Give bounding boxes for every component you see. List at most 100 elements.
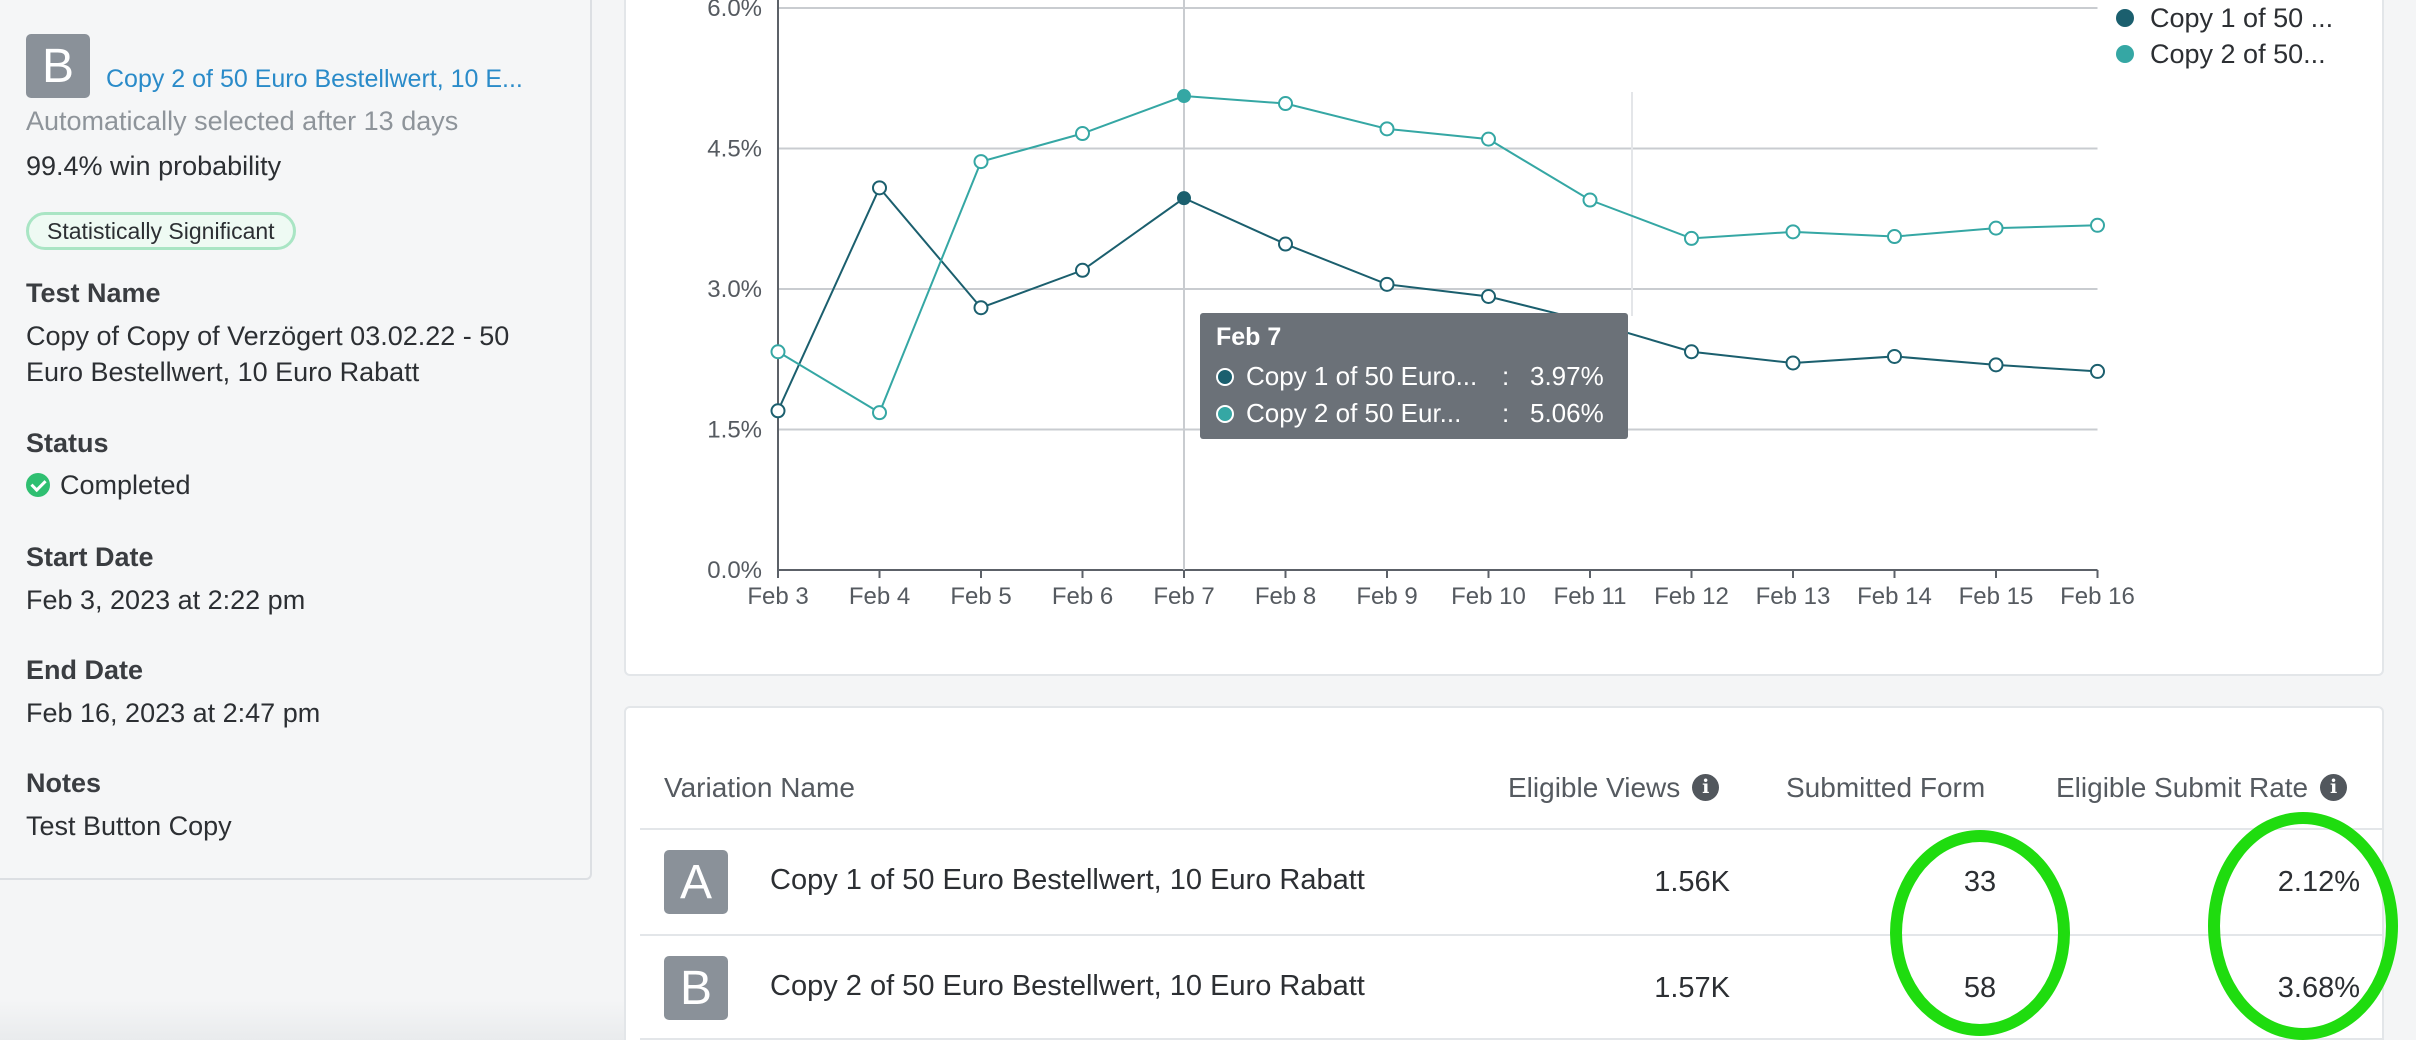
start-date-value: Feb 3, 2023 at 2:22 pm xyxy=(26,585,306,615)
variation-letter-badge: A xyxy=(664,850,728,914)
table-divider xyxy=(640,1038,2384,1040)
test-name-line1: Copy of Copy of Verzögert 03.02.22 - 50 xyxy=(26,321,510,351)
x-tick-label: Feb 3 xyxy=(747,583,808,610)
legend-dot-icon xyxy=(2116,45,2134,63)
conversion-rate-line-chart[interactable]: 0.0% 1.5% 3.0% 4.5% 6.0% Feb 3 Feb 4 Feb 5 Feb 6… xyxy=(0,0,2416,700)
data-point xyxy=(1481,131,1496,147)
data-point xyxy=(1684,344,1699,360)
legend-item-series-2[interactable]: Copy 2 of 50... xyxy=(2116,36,2333,72)
eligible-views-value: 1.56K xyxy=(1654,866,1730,898)
table-row[interactable]: A Copy 1 of 50 Euro Bestellwert, 10 Euro… xyxy=(640,830,2384,934)
variation-letter-badge: B xyxy=(664,956,728,1020)
y-tick-label: 1.5% xyxy=(707,417,762,444)
data-point xyxy=(1582,192,1598,208)
data-point xyxy=(1785,355,1801,371)
header-eligible-views[interactable]: Eligible Views i xyxy=(1508,772,1720,804)
auto-selected-text: Automatically selected after 13 days xyxy=(26,106,459,136)
x-tick-label: Feb 11 xyxy=(1554,583,1627,610)
tooltip-separator: : xyxy=(1502,398,1510,428)
notes-value: Test Button Copy xyxy=(26,811,232,841)
data-point xyxy=(770,403,786,419)
tooltip-title: Feb 7 xyxy=(1216,323,1282,351)
header-eligible-submit-rate[interactable]: Eligible Submit Rate i xyxy=(2056,772,2348,804)
header-eligible-submit-rate-label: Eligible Submit Rate xyxy=(2056,772,2309,803)
tooltip-series-name: Copy 2 of 50 Eur... xyxy=(1246,398,1462,428)
legend-label: Copy 2 of 50... xyxy=(2150,38,2326,69)
tooltip-dot-icon xyxy=(1216,367,1234,386)
y-tick-label: 6.0% xyxy=(707,0,762,22)
y-tick-label: 3.0% xyxy=(707,276,762,303)
header-submitted-form[interactable]: Submitted Form xyxy=(1786,772,1986,803)
data-point xyxy=(872,405,887,421)
x-tick-label: Feb 15 xyxy=(1959,583,2034,610)
variation-details-sidebar xyxy=(0,0,592,880)
x-tick-label: Feb 16 xyxy=(2060,583,2135,610)
chart-tooltip: Feb 7 Copy 1 of 50 Euro... : 3.97% Copy … xyxy=(1200,313,1628,439)
data-point xyxy=(1177,191,1191,206)
variation-name: Copy 2 of 50 Euro Bestellwert, 10 Euro R… xyxy=(770,970,1365,1002)
data-point xyxy=(1379,276,1395,292)
data-point xyxy=(1785,224,1801,240)
legend-label: Copy 1 of 50 ... xyxy=(2150,2,2334,33)
significance-badge: Statistically Significant xyxy=(26,212,296,250)
table-divider xyxy=(640,828,2384,830)
winning-variation-link[interactable]: Copy 2 of 50 Euro Bestellwert, 10 E... xyxy=(106,64,523,93)
win-probability: 99.4% win probability xyxy=(26,151,282,181)
status-text: Completed xyxy=(60,470,191,500)
variation-letter-badge: B xyxy=(26,34,90,98)
data-point xyxy=(2090,217,2105,233)
tooltip-value: 5.06% xyxy=(1530,398,1604,428)
winning-variation-header: B Copy 2 of 50 Euro Bestellwert, 10 E... xyxy=(26,34,523,98)
chart-legend: Copy 1 of 50 ... Copy 2 of 50... xyxy=(2116,0,2333,72)
eligible-views-value: 1.57K xyxy=(1654,972,1730,1004)
end-date-value: Feb 16, 2023 at 2:47 pm xyxy=(26,698,321,728)
test-name-line2: Euro Bestellwert, 10 Euro Rabatt xyxy=(26,357,420,387)
x-tick-label: Feb 9 xyxy=(1356,583,1417,610)
x-tick-label: Feb 6 xyxy=(1052,583,1113,610)
start-date-label: Start Date xyxy=(26,542,154,572)
highlight-ring-submitted xyxy=(1890,830,2070,1036)
variation-name: Copy 1 of 50 Euro Bestellwert, 10 Euro R… xyxy=(770,864,1365,896)
series-line-1 xyxy=(777,185,2098,412)
data-point xyxy=(973,154,989,170)
tooltip-separator: : xyxy=(1502,361,1510,391)
test-name-label: Test Name xyxy=(26,278,161,308)
header-variation-name[interactable]: Variation Name xyxy=(664,772,855,803)
data-point xyxy=(1684,230,1699,246)
info-icon[interactable]: i xyxy=(1692,774,1720,802)
data-point xyxy=(1887,348,1902,364)
data-point xyxy=(872,180,887,196)
data-point xyxy=(1278,236,1293,252)
series-line-2 xyxy=(777,95,2098,415)
x-tick-label: Feb 4 xyxy=(849,583,910,610)
data-point xyxy=(1177,89,1191,104)
table-divider xyxy=(640,934,2384,936)
data-point xyxy=(1379,121,1395,137)
status-label: Status xyxy=(26,428,109,458)
tooltip-value: 3.97% xyxy=(1530,361,1604,391)
x-tick-label: Feb 12 xyxy=(1654,583,1729,610)
data-point xyxy=(2090,363,2105,379)
data-point xyxy=(973,300,989,316)
header-eligible-views-label: Eligible Views xyxy=(1508,772,1681,803)
data-point xyxy=(1075,126,1090,142)
x-tick-label: Feb 8 xyxy=(1255,583,1316,610)
results-table-panel xyxy=(624,706,2384,1040)
check-circle-icon xyxy=(26,472,50,497)
data-point xyxy=(1988,220,2004,236)
data-point xyxy=(1988,357,2004,373)
end-date-label: End Date xyxy=(26,655,144,685)
x-tick-label: Feb 14 xyxy=(1857,583,1932,610)
data-point xyxy=(770,344,786,360)
table-row[interactable]: B Copy 2 of 50 Euro Bestellwert, 10 Euro… xyxy=(640,936,2384,1040)
tooltip-row: Copy 1 of 50 Euro... : 3.97% xyxy=(1216,358,1612,395)
legend-dot-icon xyxy=(2116,9,2134,27)
status-value: Completed xyxy=(26,470,191,501)
x-tick-label: Feb 5 xyxy=(950,583,1011,610)
x-tick-label: Feb 10 xyxy=(1451,583,1526,610)
data-point xyxy=(1481,288,1496,304)
y-tick-label: 0.0% xyxy=(707,557,762,584)
data-point xyxy=(1075,262,1090,278)
info-icon[interactable]: i xyxy=(2320,774,2348,802)
legend-item-series-1[interactable]: Copy 1 of 50 ... xyxy=(2116,0,2333,36)
